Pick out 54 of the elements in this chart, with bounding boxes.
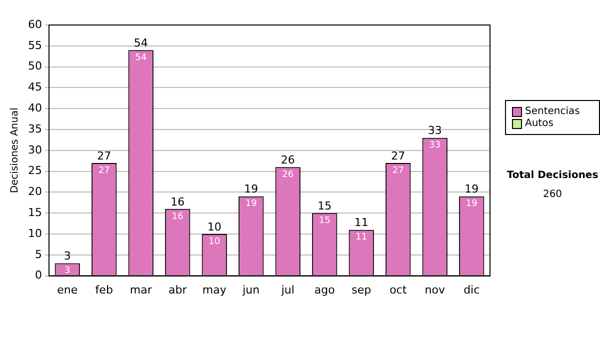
data-label: 19 xyxy=(245,199,258,210)
x-tick-label: jul xyxy=(280,283,294,296)
y-tick-label: 10 xyxy=(28,226,42,240)
y-tick-label: 0 xyxy=(34,268,42,282)
total-label: 19 xyxy=(244,182,258,196)
y-tick-label: 55 xyxy=(28,38,42,52)
total-label: 11 xyxy=(354,216,368,230)
legend-label: Sentencias xyxy=(525,106,580,117)
data-label: 16 xyxy=(172,212,184,222)
x-tick-label: ene xyxy=(57,283,78,296)
total-label: 3 xyxy=(64,250,71,263)
data-label: 3 xyxy=(64,266,70,276)
y-tick-label: 60 xyxy=(28,18,42,31)
x-tick-label: may xyxy=(202,283,227,296)
total-label: 54 xyxy=(134,36,148,50)
data-label: 27 xyxy=(98,166,110,176)
data-label: 10 xyxy=(208,236,220,247)
total-label: 16 xyxy=(170,195,185,208)
y-tick-label: 15 xyxy=(28,206,42,219)
data-label: 26 xyxy=(282,170,294,180)
y-tick-label: 45 xyxy=(28,80,42,94)
x-tick-label: mar xyxy=(130,283,152,296)
text: 260 xyxy=(542,189,564,200)
total-label: 27 xyxy=(391,149,406,162)
x-tick-label: ago xyxy=(314,283,336,296)
x-tick-label: dic xyxy=(464,283,480,296)
x-tick-label: feb xyxy=(95,283,113,296)
x-tick-label: sep xyxy=(352,283,372,296)
total-label: 27 xyxy=(97,149,112,162)
x-tick-label: oct xyxy=(390,283,408,296)
y-axis-title: Decisiones Anual xyxy=(10,108,21,194)
text: Total Decisiones xyxy=(506,170,600,181)
y-tick-label: 35 xyxy=(28,122,42,136)
total-label: 15 xyxy=(318,199,332,212)
legend-label: Autos xyxy=(525,118,554,129)
data-label: 19 xyxy=(466,199,478,210)
y-tick-label: 20 xyxy=(28,185,42,198)
data-label: 11 xyxy=(356,232,368,243)
y-tick-label: 30 xyxy=(28,143,42,156)
y-tick-label: 50 xyxy=(28,60,42,73)
x-tick-label: abr xyxy=(168,283,188,296)
data-label: 27 xyxy=(392,166,404,176)
total-label: 26 xyxy=(280,153,295,166)
total-label: 10 xyxy=(207,220,222,234)
x-tick-label: nov xyxy=(424,283,446,296)
data-label: 15 xyxy=(318,216,330,226)
total-label: 33 xyxy=(428,124,442,138)
x-tick-label: jun xyxy=(242,283,260,296)
data-label: 33 xyxy=(429,140,441,151)
data-label: 54 xyxy=(135,52,147,63)
y-tick-label: 25 xyxy=(28,164,42,178)
y-tick-label: 5 xyxy=(34,248,42,261)
y-tick-label: 40 xyxy=(28,101,42,114)
total-label: 19 xyxy=(464,182,479,196)
